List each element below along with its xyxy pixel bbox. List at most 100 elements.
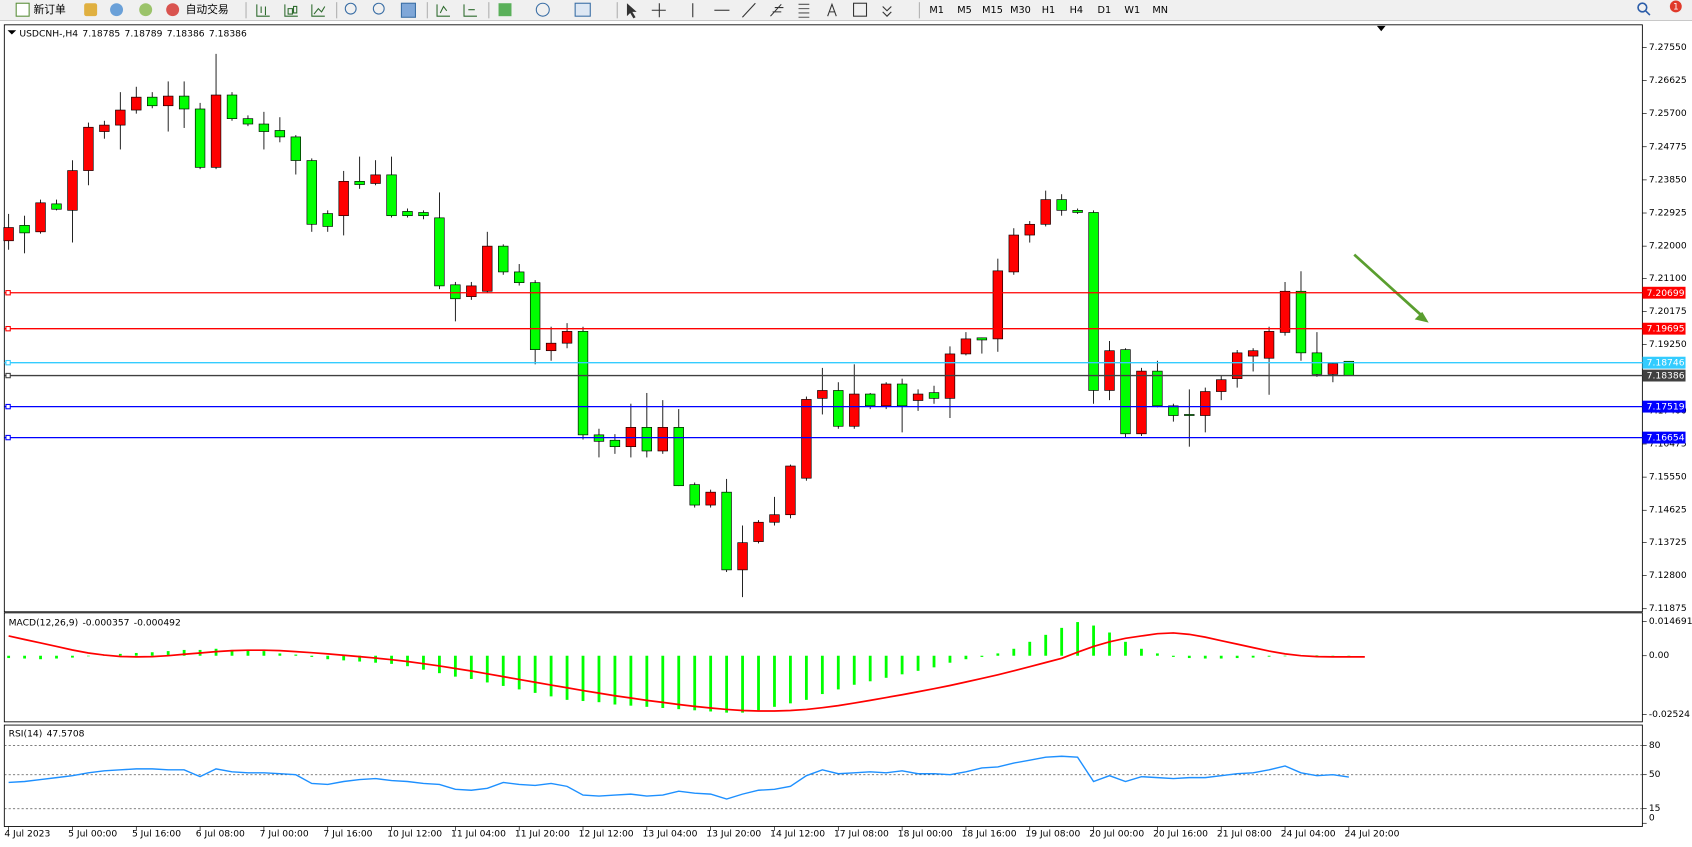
y-tick-label: 0.014691: [1649, 616, 1692, 627]
candle-body: [801, 399, 812, 479]
candle-body: [51, 203, 62, 210]
timeframe-button[interactable]: H4: [1070, 5, 1083, 16]
candle-body: [1056, 199, 1067, 211]
x-tick-label: 11 Jul 20:00: [515, 829, 570, 840]
y-tick-label: 7.21100: [1649, 273, 1687, 284]
macd-bar: [1140, 648, 1143, 656]
rsi-panel: [3, 724, 1643, 827]
y-tick-label: 7.15550: [1649, 472, 1687, 483]
y-tick-label: 7.27550: [1649, 42, 1687, 53]
candle-body: [386, 174, 397, 217]
auto-trading-label[interactable]: 自动交易: [186, 3, 229, 16]
shift-icon[interactable]: [463, 4, 477, 17]
candle-body: [498, 245, 509, 273]
candle-body: [354, 180, 365, 185]
x-tick-label: 10 Jul 12:00: [387, 829, 442, 840]
candle-body: [147, 96, 158, 107]
crosshair-icon[interactable]: [651, 3, 666, 18]
y-tick-label: 15: [1649, 803, 1661, 814]
new-order-label[interactable]: 新订单: [33, 3, 66, 16]
cursor-icon[interactable]: [626, 3, 637, 19]
timeframe-button[interactable]: M30: [1010, 5, 1031, 16]
tool-icon[interactable]: [84, 3, 98, 17]
tool-icon[interactable]: [110, 3, 124, 17]
search-icon: [1637, 2, 1648, 13]
symbol: USDCNH-,H4: [19, 28, 78, 39]
macd-bar: [23, 655, 26, 659]
price-line-handle: [5, 434, 11, 441]
x-tick-label: 12 Jul 12:00: [579, 829, 634, 840]
macd-bar: [980, 655, 984, 657]
macd-bar: [278, 653, 282, 656]
candle-body: [1200, 391, 1211, 416]
macd-bar: [725, 655, 729, 713]
candle-body: [737, 542, 748, 571]
candle-body: [402, 211, 413, 217]
y-tick-label: 7.25700: [1649, 108, 1687, 119]
x-tick-label: 14 Jul 12:00: [770, 829, 825, 840]
label-icon[interactable]: [853, 2, 868, 17]
timeframe-button[interactable]: M1: [929, 5, 944, 16]
timeframe-button[interactable]: M5: [957, 5, 972, 16]
line-chart-icon[interactable]: [311, 4, 326, 17]
candle-body: [163, 95, 174, 107]
y-tick-label: 80: [1649, 740, 1661, 751]
channel-icon[interactable]: [770, 3, 784, 17]
x-tick-label: 13 Jul 04:00: [643, 829, 698, 840]
timeframe-button[interactable]: M15: [982, 5, 1003, 16]
candle-body: [306, 160, 317, 225]
candle-body: [274, 130, 286, 138]
template-icon[interactable]: [574, 2, 591, 17]
y-tick-label: 7.14625: [1649, 505, 1687, 516]
macd-bar: [166, 651, 170, 656]
macd-bar: [868, 655, 872, 682]
text-icon[interactable]: [827, 2, 837, 17]
x-tick-label: 20 Jul 16:00: [1153, 829, 1208, 840]
zoom-out-icon[interactable]: [372, 2, 385, 15]
macd-bar: [55, 655, 58, 659]
trendline-icon[interactable]: [742, 2, 756, 18]
macd-bar: [789, 655, 792, 704]
tool-icon[interactable]: [139, 3, 153, 17]
macd-bar: [549, 655, 553, 697]
timeframe-button[interactable]: H1: [1042, 5, 1055, 16]
scroll-icon[interactable]: [436, 4, 450, 17]
candle-body: [609, 439, 621, 448]
candle-body: [194, 108, 206, 168]
fibo-icon[interactable]: [798, 3, 810, 18]
candle-body: [880, 383, 892, 407]
search-button[interactable]: [1637, 2, 1651, 16]
timeframe-button[interactable]: W1: [1124, 5, 1140, 16]
symbol-menu-icon[interactable]: [7, 30, 17, 35]
zoom-in-icon[interactable]: [344, 2, 357, 15]
timeframe-button[interactable]: D1: [1098, 5, 1112, 16]
macd-bar: [246, 650, 250, 656]
auto-trading-button[interactable]: 自动交易: [166, 3, 229, 16]
candle-body: [1231, 352, 1243, 379]
candle-body: [529, 282, 541, 350]
indicators-icon[interactable]: [498, 3, 512, 17]
candle-body: [849, 393, 860, 427]
macd-bar: [1076, 622, 1080, 656]
timeframe-button[interactable]: MN: [1152, 5, 1168, 16]
candle-body: [673, 427, 684, 487]
period-icon[interactable]: [535, 2, 550, 17]
notification[interactable]: 1: [1669, 0, 1682, 13]
x-tick-label: 18 Jul 00:00: [898, 829, 953, 840]
candle-body: [1088, 212, 1099, 391]
new-order-button[interactable]: 新订单: [15, 2, 66, 17]
candle-body: [896, 383, 908, 407]
candle-chart-icon[interactable]: [284, 4, 298, 17]
candle-body: [1072, 210, 1083, 213]
header-open: 7.18785: [82, 28, 120, 39]
bar-chart-icon[interactable]: [256, 4, 270, 17]
price-line-label: 7.18386: [1647, 371, 1685, 382]
candle-body: [258, 123, 270, 132]
arrows-icon[interactable]: [882, 6, 892, 17]
candle-body: [785, 465, 796, 516]
tile-icon[interactable]: [400, 2, 416, 18]
macd-bar: [1171, 655, 1175, 657]
macd-bar: [87, 655, 90, 657]
candle-body: [466, 285, 477, 297]
macd-bar: [852, 655, 856, 685]
